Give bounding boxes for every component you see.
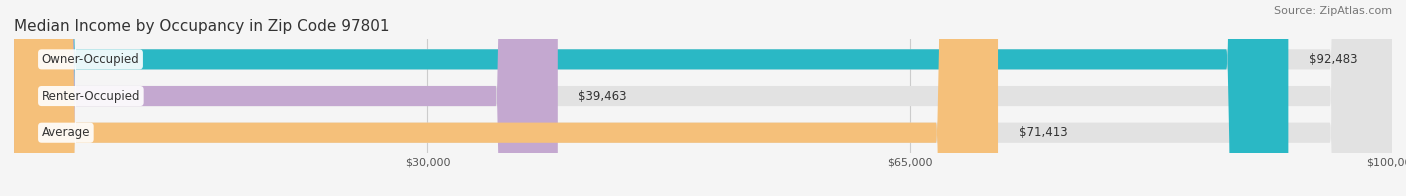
FancyBboxPatch shape xyxy=(14,0,1392,196)
FancyBboxPatch shape xyxy=(14,0,558,196)
Text: $39,463: $39,463 xyxy=(578,90,627,103)
FancyBboxPatch shape xyxy=(14,0,998,196)
Text: $71,413: $71,413 xyxy=(1019,126,1067,139)
Text: $92,483: $92,483 xyxy=(1309,53,1358,66)
FancyBboxPatch shape xyxy=(14,0,1392,196)
FancyBboxPatch shape xyxy=(14,0,1392,196)
Text: Renter-Occupied: Renter-Occupied xyxy=(42,90,141,103)
Text: Median Income by Occupancy in Zip Code 97801: Median Income by Occupancy in Zip Code 9… xyxy=(14,19,389,34)
Text: Average: Average xyxy=(42,126,90,139)
Text: Owner-Occupied: Owner-Occupied xyxy=(42,53,139,66)
Text: Source: ZipAtlas.com: Source: ZipAtlas.com xyxy=(1274,6,1392,16)
FancyBboxPatch shape xyxy=(14,0,1288,196)
